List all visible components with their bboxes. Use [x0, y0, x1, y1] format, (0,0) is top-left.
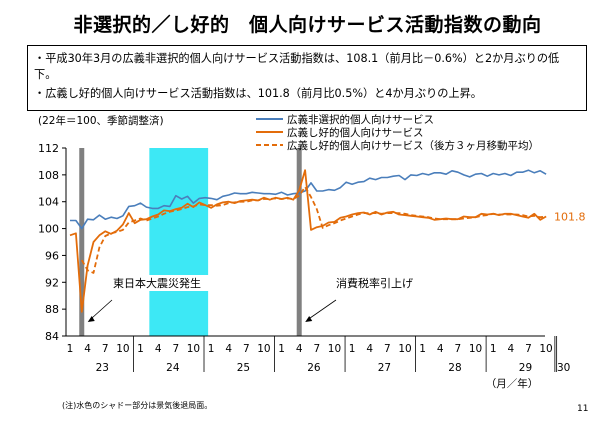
annotation-arrow — [306, 299, 337, 321]
y-tick-label: 92 — [45, 276, 59, 289]
annotation-bg — [110, 275, 220, 291]
x-month-label: 1 — [278, 343, 285, 355]
x-year-label: 24 — [166, 362, 180, 374]
x-month-label: 4 — [225, 343, 232, 355]
x-year-label: 30 — [557, 362, 570, 374]
x-month-label: 7 — [172, 343, 179, 355]
x-month-label: 1 — [208, 343, 215, 355]
x-month-label: 10 — [187, 343, 200, 355]
recession-shade — [149, 148, 209, 336]
series-layer — [69, 169, 547, 313]
x-month-label: 4 — [437, 343, 444, 355]
x-year-label: 26 — [307, 362, 321, 374]
event-bar-1 — [79, 148, 85, 336]
summary-box: ・平成30年3月の広義非選択的個人向けサービス活動指数は、108.1（前月比－0… — [27, 45, 587, 111]
x-month-label: 7 — [525, 343, 532, 355]
x-month-label: 10 — [257, 343, 270, 355]
series-line-3 — [81, 186, 547, 274]
x-month-label: 1 — [490, 343, 497, 355]
legend-label-3: 広義し好的個人向けサービス（後方３ヶ月移動平均） — [287, 139, 539, 152]
y-tick-label: 88 — [45, 303, 59, 316]
y-tick-label: 112 — [38, 142, 59, 155]
x-month-label: 7 — [384, 343, 391, 355]
recession-shade-layer — [149, 148, 209, 336]
y-tick-label: 96 — [45, 249, 59, 262]
series-line-2 — [69, 169, 547, 313]
x-month-label: 10 — [539, 343, 552, 355]
x-year-label: 27 — [378, 362, 391, 374]
x-year-label: 25 — [237, 362, 250, 374]
page-number: 11 — [577, 404, 589, 414]
x-month-label: 4 — [84, 343, 91, 355]
summary-bullet-discretionary: ・広義し好的個人向けサービス活動指数は、101.8（前月比0.5%）と4か月ぶり… — [34, 87, 482, 100]
x-month-label: 7 — [314, 343, 321, 355]
legend-label-1: 広義非選択的個人向けサービス — [287, 113, 434, 126]
x-year-label: 23 — [96, 362, 109, 374]
summary-bullet-non-selective: ・平成30年3月の広義非選択的個人向けサービス活動指数は、108.1（前月比－0… — [34, 52, 560, 81]
end-value-label: 101.8 — [554, 210, 586, 223]
x-month-label: 4 — [296, 343, 303, 355]
x-month-label: 7 — [102, 343, 109, 355]
unit-note: (22年＝100、季節調整済) — [38, 114, 164, 127]
legend-label-2: 広義し好的個人向けサービス — [287, 126, 424, 139]
x-year-label: 29 — [519, 362, 532, 374]
annotation-bg — [333, 275, 423, 291]
x-month-label: 10 — [328, 343, 341, 355]
x-month-label: 10 — [469, 343, 482, 355]
label-layer: (22年＝100、季節調整済) 101.8 東日本大震災発生 消費税率引上げ — [38, 114, 586, 322]
series-line-1 — [70, 169, 547, 230]
x-month-label: 7 — [243, 343, 250, 355]
annotation-arrowhead — [87, 316, 95, 322]
annotation-tax: 消費税率引上げ — [336, 276, 413, 290]
annotation-arrow — [89, 299, 113, 321]
page-title: 非選択的／し好的 個人向けサービス活動指数の動向 — [73, 14, 542, 36]
footnote: (注)水色のシャドー部分は景気後退局面。 — [62, 401, 213, 410]
x-month-label: 10 — [116, 343, 129, 355]
x-year-label: 28 — [448, 362, 461, 374]
y-tick-label: 104 — [38, 196, 59, 209]
annotation-arrowhead — [305, 316, 313, 322]
x-month-label: 1 — [137, 343, 144, 355]
x-month-label: 7 — [455, 343, 462, 355]
event-bar-layer — [79, 148, 302, 336]
legend: 広義非選択的個人向けサービス広義し好的個人向けサービス広義し好的個人向けサービス… — [256, 113, 539, 152]
x-month-label: 1 — [419, 343, 426, 355]
x-month-label: 4 — [507, 343, 514, 355]
x-month-label: 4 — [366, 343, 373, 355]
x-month-label: 1 — [67, 343, 74, 355]
event-bar-2 — [296, 148, 302, 336]
y-tick-label: 108 — [38, 169, 59, 182]
y-tick-label: 84 — [45, 330, 59, 343]
x-month-label: 1 — [349, 343, 356, 355]
x-month-label: 4 — [155, 343, 162, 355]
y-tick-label: 100 — [38, 223, 59, 236]
x-axis-unit-label: （月／年） — [486, 377, 539, 390]
x-month-label: 10 — [398, 343, 411, 355]
annotation-earthquake: 東日本大震災発生 — [113, 276, 201, 290]
